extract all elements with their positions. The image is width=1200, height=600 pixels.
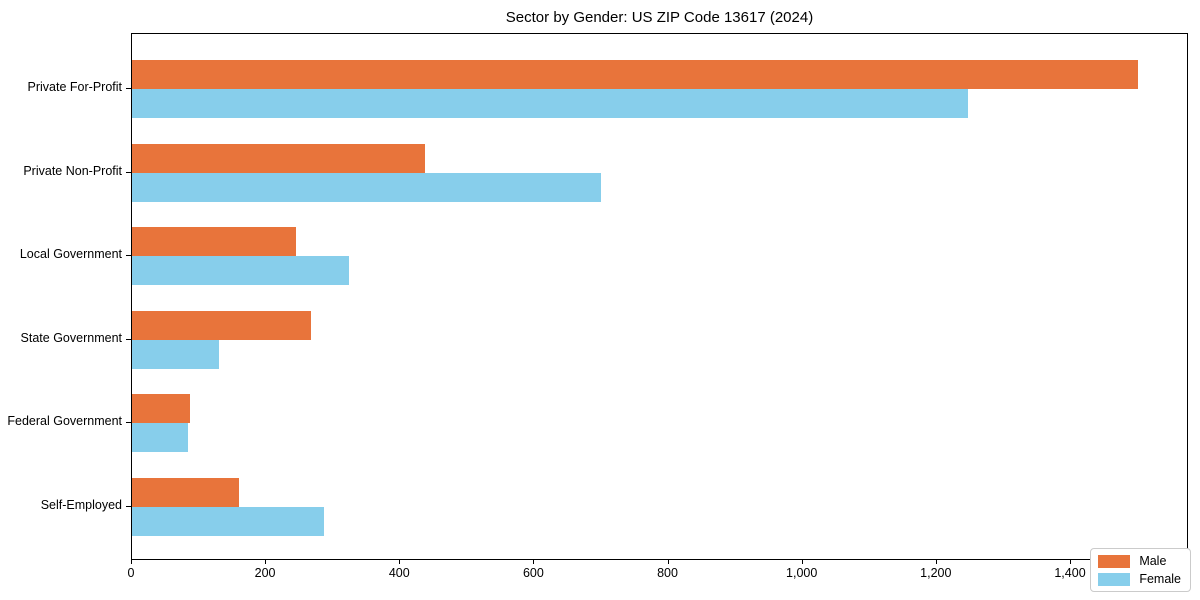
plot-area (131, 33, 1188, 560)
x-axis-tick (801, 560, 803, 564)
y-axis-tick (126, 255, 131, 257)
y-axis-label: Self-Employed (40, 498, 122, 512)
y-axis-tick (126, 422, 131, 424)
bar-female-5 (132, 507, 324, 536)
legend-item-female: Female (1098, 572, 1181, 586)
bar-male-1 (132, 143, 426, 173)
x-axis-tick-label: 800 (657, 566, 678, 580)
legend-label-male: Male (1139, 554, 1167, 568)
x-axis-tick-label: 1,000 (786, 566, 818, 580)
x-axis-tick-label: 1,400 (1054, 566, 1086, 580)
y-axis-tick (126, 506, 131, 507)
x-axis-tick (667, 560, 669, 564)
x-axis-tick (935, 560, 937, 564)
bar-female-2 (132, 256, 350, 286)
x-axis-tick (265, 560, 267, 564)
y-axis-label: Private Non-Profit (23, 163, 122, 178)
x-axis-tick (533, 560, 535, 564)
legend-label-female: Female (1139, 572, 1181, 586)
y-axis-label: Local Government (19, 247, 122, 262)
male-swatch-icon (1098, 554, 1131, 568)
y-axis-label: State Government (20, 330, 122, 345)
bar-female-1 (132, 172, 601, 202)
x-axis-tick (399, 560, 401, 564)
y-axis-tick (126, 88, 131, 89)
bar-male-5 (132, 478, 240, 507)
legend: Male Female (1090, 548, 1191, 592)
x-axis-tick (131, 560, 132, 564)
bar-male-4 (132, 394, 191, 424)
x-axis-tick-label: 600 (522, 566, 544, 580)
bar-female-0 (132, 89, 969, 118)
y-axis-label: Federal Government (7, 414, 122, 429)
x-axis-tick-label: 400 (388, 566, 410, 580)
y-axis-tick (126, 338, 131, 340)
bar-female-4 (132, 423, 188, 453)
bar-male-2 (132, 227, 297, 257)
x-axis-tick-label: 1,200 (920, 566, 952, 580)
y-axis-tick (126, 171, 131, 173)
x-axis-tick-label: 200 (254, 566, 276, 580)
y-axis-label: Private For-Profit (27, 80, 122, 94)
x-axis-tick (1070, 560, 1071, 564)
bar-male-3 (132, 310, 312, 340)
legend-item-male: Male (1098, 554, 1181, 568)
x-axis-tick-label: 0 (127, 566, 135, 580)
female-swatch-icon (1098, 572, 1131, 586)
chart-title: Sector by Gender: US ZIP Code 13617 (202… (505, 9, 814, 26)
bar-male-0 (132, 60, 1138, 89)
bar-female-3 (132, 339, 220, 369)
